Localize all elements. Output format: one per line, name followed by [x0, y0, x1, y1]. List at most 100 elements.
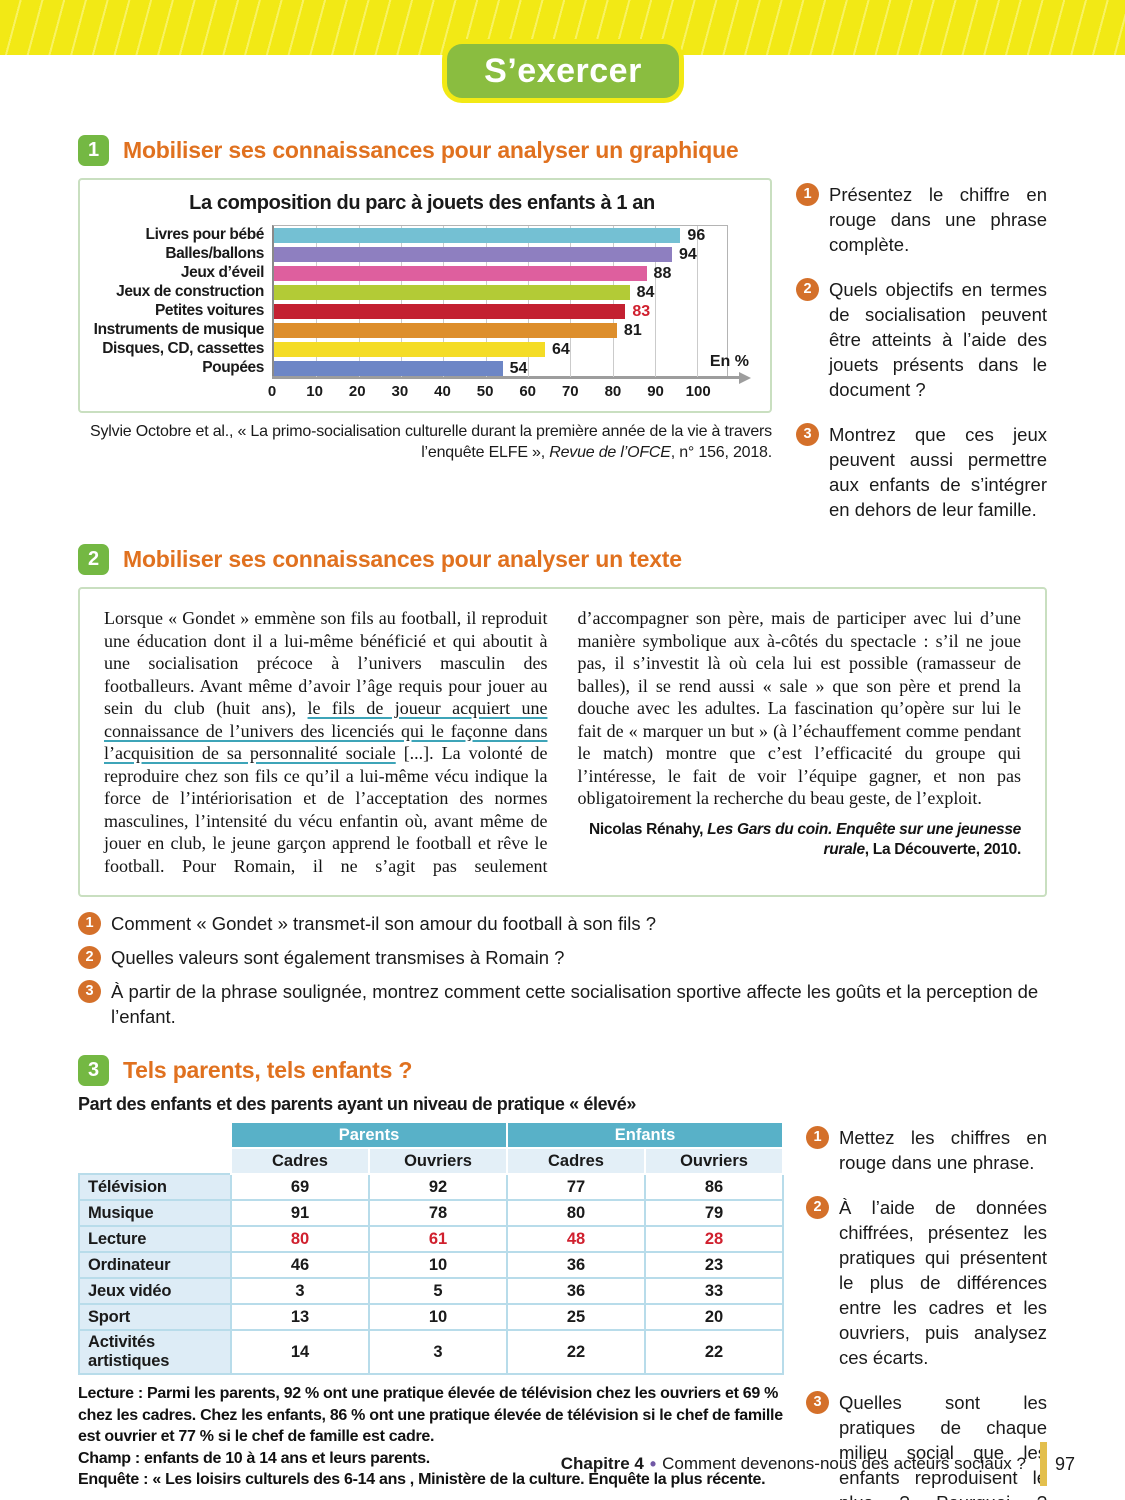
question-number-badge: 1	[78, 912, 101, 935]
page-content: 1 Mobiliser ses connaissances pour analy…	[0, 135, 1125, 1500]
table-row: Lecture 80 61 48 28	[78, 1225, 785, 1253]
table-corner-cell	[79, 1122, 231, 1148]
footer-chapter-title: Comment devenons-nous des acteurs sociau…	[662, 1454, 1026, 1473]
question-item: 2 À l’aide de données chiffrées, présente…	[806, 1195, 1047, 1370]
chart-bar-value: 84	[636, 284, 655, 301]
page-section-badge: S’exercer	[447, 44, 679, 98]
table-group-header: Parents	[230, 1121, 508, 1149]
chart-category-label: Instruments de musique	[93, 321, 265, 338]
chart-gridline	[655, 226, 657, 377]
question-number-badge: 3	[78, 980, 101, 1003]
table-value-cell: 61	[368, 1225, 508, 1253]
table-group-header-row: Parents Enfants	[79, 1121, 785, 1149]
table-notes: Lecture : Parmi les parents, 92 % ont un…	[78, 1383, 784, 1491]
chart-bar-value: 54	[509, 360, 528, 377]
x-axis-tick-label: 40	[434, 383, 451, 400]
x-axis-unit-label: En %	[709, 353, 749, 370]
x-axis-tick-label: 70	[561, 383, 579, 400]
question-text: Quelles valeurs sont également transmise…	[111, 947, 565, 968]
chart-bar	[274, 285, 630, 300]
table-sub-header: Cadres	[506, 1147, 646, 1175]
chart-bar-value: 83	[632, 303, 651, 320]
chart-category-label: Petites voitures	[154, 302, 264, 319]
table-value-cell: 86	[643, 1173, 785, 1201]
table-value-cell: 10	[368, 1303, 508, 1331]
chart-bar	[274, 323, 617, 338]
chart-bar-value: 81	[623, 322, 642, 339]
table-value-cell: 92	[368, 1173, 508, 1201]
question-number-badge: 2	[796, 278, 819, 301]
chart-gridline	[697, 226, 699, 377]
question-number-badge: 1	[796, 183, 819, 206]
x-axis-tick-label: 0	[267, 383, 277, 400]
table-row-label: Activités artistiques	[78, 1329, 232, 1375]
chart-category-label: Livres pour bébé	[145, 226, 265, 243]
underlined-sentence: le fils de joueur acquiert une connaissa…	[104, 698, 548, 763]
x-axis-tick-label: 30	[391, 383, 409, 400]
table-value-cell: 78	[368, 1199, 508, 1227]
chart-bar	[274, 228, 681, 243]
chart-category-label: Balles/ballons	[165, 245, 264, 262]
question-text: Présentez le chiffre en rouge dans une p…	[829, 184, 1047, 255]
data-table-column: Parents Enfants Cadres Ouvriers Cadres Ouvrie…	[78, 1121, 785, 1500]
question-item: 3 À partir de la phrase soulignée, montre…	[78, 979, 1047, 1029]
question-item: 2 Quelles valeurs sont également transmis…	[78, 945, 1047, 970]
question-number-badge: 2	[78, 946, 101, 969]
chart-bar	[274, 304, 626, 319]
table-row-label: Télévision	[78, 1173, 232, 1201]
question-number-badge: 2	[806, 1196, 829, 1219]
table-row: Sport 13 10 25 20	[78, 1303, 785, 1331]
table-row-label: Musique	[78, 1199, 232, 1227]
caption-post: , n° 156, 2018.	[670, 444, 772, 462]
exercise3-number-badge: 3	[78, 1055, 109, 1086]
chart-body: Livres pour bébé Balles/ballons Jeux d’éve…	[90, 225, 754, 384]
text-part-1: Lorsque « Gondet » emmène son fils au fo…	[104, 608, 548, 718]
table-title: Part des enfants et des parents ayant un…	[78, 1094, 637, 1114]
table-row-label: Jeux vidéo	[78, 1277, 232, 1305]
table-value-cell: 22	[643, 1329, 785, 1375]
exercise3-body: Parents Enfants Cadres Ouvriers Cadres Ouvrie…	[78, 1121, 1047, 1500]
table-value-cell: 46	[230, 1251, 370, 1279]
table-sub-header: Cadres	[230, 1147, 370, 1175]
table-value-cell: 80	[230, 1225, 370, 1253]
exercise1-title: Mobiliser ses connaissances pour analyse…	[123, 137, 739, 163]
text-source-title: Les Gars du coin. Enquête sur une jeunes…	[707, 820, 1021, 858]
table-value-cell: 28	[643, 1225, 785, 1253]
table-row-label: Ordinateur	[78, 1251, 232, 1279]
question-text: Montrez que ces jeux peuvent aussi perme…	[829, 424, 1047, 520]
question-number-badge: 3	[806, 1391, 829, 1414]
table-value-cell: 10	[368, 1251, 508, 1279]
chart-category-label: Jeux de construction	[116, 283, 264, 300]
caption-journal: Revue de l’OFCE	[549, 444, 671, 462]
chart-bar	[274, 361, 503, 376]
document-text-box: Lorsque « Gondet » emmène son fils au fo…	[78, 587, 1047, 897]
question-item: 2 Quels objectifs en termes de socialisat…	[796, 277, 1047, 402]
exercise2-number-badge: 2	[78, 544, 109, 575]
text-part-2: [...]. La volonté de reproduire chez son…	[104, 608, 1021, 876]
table-value-cell: 91	[230, 1199, 370, 1227]
chart-gridline	[443, 226, 445, 377]
footer-bullet: •	[649, 1453, 657, 1474]
table-note: Enquête : « Les loisirs culturels des 6-…	[78, 1471, 766, 1488]
table-note: Lecture : Parmi les parents, 92 % ont un…	[78, 1385, 783, 1445]
table-value-cell: 22	[506, 1329, 646, 1375]
exercise1-questions: 1 Présentez le chiffre en rouge dans une …	[796, 182, 1047, 522]
table-value-cell: 3	[368, 1329, 508, 1375]
question-text: Mettez les chiffres en rouge dans une ph…	[839, 1127, 1047, 1173]
exercise1-number-badge: 1	[78, 135, 109, 166]
footer-yellow-bar	[1039, 1442, 1047, 1486]
table-value-cell: 5	[368, 1277, 508, 1305]
table-value-cell: 48	[506, 1225, 646, 1253]
table-value-cell: 33	[643, 1277, 785, 1305]
chart-bar-value: 88	[653, 265, 672, 282]
caption-pre: Sylvie Octobre et al., « La primo-social…	[90, 423, 772, 462]
chart-bar	[274, 342, 545, 357]
question-item: 1 Mettez les chiffres en rouge dans une p…	[806, 1125, 1047, 1175]
x-axis-tick-label: 20	[348, 383, 366, 400]
table-value-cell: 36	[506, 1277, 646, 1305]
chart-column: La composition du parc à jouets des enfa…	[78, 178, 772, 463]
exercise1-body: La composition du parc à jouets des enfa…	[78, 178, 1047, 522]
table-note: Champ : enfants de 10 à 14 ans et leurs …	[78, 1449, 430, 1467]
question-number-badge: 1	[806, 1126, 829, 1149]
exercise2-title: Mobiliser ses connaissances pour analyse…	[123, 546, 682, 572]
